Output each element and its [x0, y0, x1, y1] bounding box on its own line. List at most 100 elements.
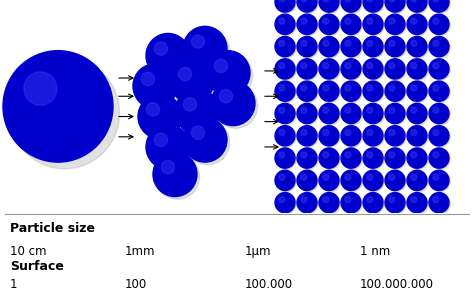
Circle shape: [298, 105, 318, 125]
Circle shape: [323, 85, 329, 91]
Circle shape: [297, 148, 317, 168]
Circle shape: [341, 36, 361, 57]
Circle shape: [429, 103, 449, 124]
Circle shape: [323, 152, 329, 158]
Circle shape: [429, 36, 449, 57]
Circle shape: [341, 170, 361, 191]
Circle shape: [411, 85, 417, 91]
Circle shape: [367, 174, 373, 180]
Circle shape: [173, 61, 217, 106]
Circle shape: [408, 16, 428, 36]
Circle shape: [433, 107, 439, 113]
Circle shape: [386, 171, 406, 192]
Circle shape: [367, 107, 373, 113]
Circle shape: [153, 152, 197, 197]
Circle shape: [3, 51, 113, 162]
Circle shape: [342, 38, 362, 58]
Circle shape: [178, 67, 191, 81]
Circle shape: [298, 60, 318, 80]
Circle shape: [183, 98, 197, 111]
Circle shape: [297, 170, 317, 191]
Text: 100.000: 100.000: [245, 278, 293, 292]
Circle shape: [385, 81, 405, 101]
Circle shape: [433, 18, 439, 24]
Circle shape: [385, 103, 405, 124]
Circle shape: [430, 82, 450, 102]
Circle shape: [389, 40, 395, 47]
Circle shape: [341, 103, 361, 124]
Circle shape: [146, 103, 160, 116]
Circle shape: [342, 0, 362, 13]
Circle shape: [275, 192, 295, 213]
Circle shape: [279, 0, 285, 2]
Circle shape: [407, 81, 427, 101]
Circle shape: [297, 36, 317, 57]
Circle shape: [276, 105, 296, 125]
Circle shape: [408, 0, 428, 13]
Circle shape: [323, 18, 329, 24]
Circle shape: [320, 0, 340, 13]
Circle shape: [342, 194, 362, 214]
Circle shape: [430, 0, 450, 13]
Circle shape: [367, 63, 373, 69]
Circle shape: [276, 16, 296, 36]
Circle shape: [297, 0, 317, 12]
Circle shape: [364, 0, 384, 13]
Circle shape: [342, 171, 362, 192]
Circle shape: [363, 59, 383, 79]
Circle shape: [407, 0, 427, 12]
Circle shape: [345, 174, 351, 180]
Circle shape: [319, 59, 339, 79]
Circle shape: [298, 171, 318, 192]
Circle shape: [301, 63, 307, 69]
Circle shape: [407, 59, 427, 79]
Circle shape: [275, 59, 295, 79]
Text: Surface: Surface: [10, 260, 64, 273]
Circle shape: [141, 97, 185, 141]
Circle shape: [367, 40, 373, 47]
Circle shape: [430, 60, 450, 80]
Circle shape: [389, 174, 395, 180]
Circle shape: [301, 152, 307, 158]
Circle shape: [433, 152, 439, 158]
Circle shape: [345, 18, 351, 24]
Circle shape: [276, 171, 296, 192]
Circle shape: [141, 72, 155, 86]
Circle shape: [342, 60, 362, 80]
Circle shape: [367, 85, 373, 91]
Circle shape: [298, 127, 318, 147]
Circle shape: [279, 40, 285, 47]
Circle shape: [320, 194, 340, 214]
Circle shape: [206, 51, 250, 95]
Circle shape: [345, 196, 351, 202]
Circle shape: [276, 60, 296, 80]
Circle shape: [279, 196, 285, 202]
Circle shape: [364, 16, 384, 36]
Circle shape: [275, 0, 295, 12]
Circle shape: [301, 130, 307, 136]
Circle shape: [279, 130, 285, 136]
Circle shape: [191, 35, 205, 48]
Circle shape: [275, 14, 295, 34]
Circle shape: [411, 196, 417, 202]
Circle shape: [320, 16, 340, 36]
Circle shape: [408, 105, 428, 125]
Circle shape: [341, 59, 361, 79]
Circle shape: [429, 59, 449, 79]
Circle shape: [433, 0, 439, 2]
Circle shape: [319, 81, 339, 101]
Circle shape: [298, 16, 318, 36]
Circle shape: [342, 16, 362, 36]
Circle shape: [433, 85, 439, 91]
Circle shape: [341, 0, 361, 12]
Circle shape: [301, 0, 307, 2]
Circle shape: [408, 60, 428, 80]
Circle shape: [279, 85, 285, 91]
Circle shape: [389, 196, 395, 202]
Circle shape: [276, 149, 296, 169]
Text: 100.000.000: 100.000.000: [360, 278, 434, 292]
Circle shape: [411, 0, 417, 2]
Circle shape: [411, 174, 417, 180]
Circle shape: [363, 126, 383, 146]
Circle shape: [385, 0, 405, 12]
